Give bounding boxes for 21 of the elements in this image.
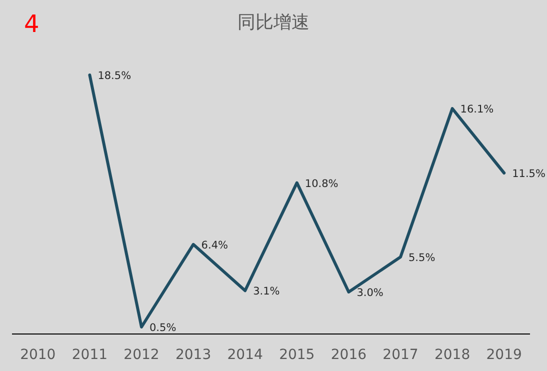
x-tick-label: 2012 bbox=[124, 347, 160, 363]
data-label: 5.5% bbox=[408, 252, 436, 264]
data-label: 11.5% bbox=[512, 168, 546, 180]
text: 4 bbox=[24, 10, 40, 38]
x-tick-label: 2019 bbox=[486, 347, 522, 363]
x-tick-label: 2010 bbox=[20, 347, 56, 363]
data-label: 3.1% bbox=[253, 286, 280, 298]
x-tick-label: 2017 bbox=[382, 347, 418, 363]
chart-title: 同比增速 bbox=[238, 12, 310, 33]
data-label: 18.5% bbox=[98, 70, 132, 82]
x-tick-label: 2016 bbox=[330, 347, 367, 363]
x-tick-label: 2018 bbox=[434, 347, 470, 363]
x-tick-label: 2014 bbox=[227, 347, 263, 363]
x-tick-label: 2011 bbox=[72, 347, 108, 363]
data-label: 6.4% bbox=[201, 239, 228, 252]
data-label: 10.8% bbox=[304, 178, 338, 190]
data-label: 0.5% bbox=[150, 322, 176, 334]
x-tick-label: 2013 bbox=[175, 347, 212, 363]
data-label: 3.0% bbox=[356, 287, 384, 299]
x-tick-label: 2015 bbox=[279, 347, 315, 363]
data-label: 16.1% bbox=[460, 104, 494, 116]
